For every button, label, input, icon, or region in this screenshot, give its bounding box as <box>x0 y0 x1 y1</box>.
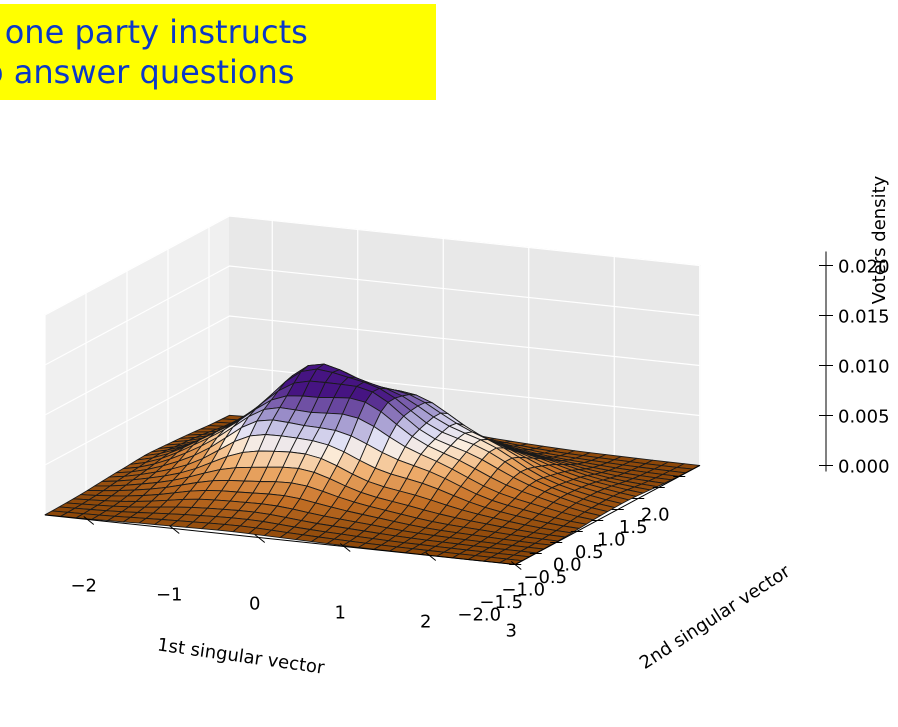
y-tick-label: 1.0 <box>597 530 626 551</box>
caption-banner: t one party instructs o answer questions <box>0 4 436 100</box>
z-tick-label: 0.015 <box>838 307 890 328</box>
x-tick-label: 3 <box>506 621 517 642</box>
y-tick-label: 0.0 <box>553 555 582 576</box>
density-surface <box>44 363 701 565</box>
pane-gridline <box>44 215 700 316</box>
pane-gridline <box>44 365 700 466</box>
y-axis: −2.0−1.5−1.0−0.50.00.51.01.52.0 <box>457 465 700 626</box>
x-tick <box>510 561 522 570</box>
pane-gridline <box>44 265 700 366</box>
pane-gridline <box>44 315 700 416</box>
z-tick-label: 0.010 <box>838 357 890 378</box>
y-axis-line <box>515 465 700 565</box>
y-axis-label: 2nd singular vector <box>636 561 795 674</box>
z-axis-label: Voters density <box>869 175 890 304</box>
y-tick-label: 1.5 <box>619 517 648 538</box>
banner-line-1: t one party instructs <box>0 13 308 51</box>
x-tick-label: 2 <box>420 612 431 633</box>
x-tick <box>339 543 351 552</box>
x-axis-label: 1st singular vector <box>156 634 326 678</box>
x-tick-label: 0 <box>249 594 260 615</box>
x-tick-label: −2 <box>70 576 97 597</box>
y-tick-label: −2.0 <box>457 605 501 626</box>
z-tick-label: 0.000 <box>838 457 890 478</box>
y-tick-label: −1.5 <box>479 592 523 613</box>
y-tick-label: 2.0 <box>641 505 670 526</box>
x-tick <box>168 525 180 534</box>
z-tick-label: 0.005 <box>838 407 890 428</box>
x-tick <box>254 534 266 543</box>
x-tick <box>425 552 437 561</box>
x-tick <box>83 516 95 525</box>
x-tick-label: 1 <box>335 603 346 624</box>
x-tick-label: −1 <box>156 585 183 606</box>
x-axis-line <box>44 514 516 565</box>
z-tick-label: 0.020 <box>838 257 890 278</box>
y-tick-label: −0.5 <box>523 567 567 588</box>
y-tick-label: 0.5 <box>575 542 604 563</box>
y-tick-label: −1.0 <box>501 580 545 601</box>
z-axis: 0.000 0.005 0.010 0.015 0.020 <box>819 251 890 478</box>
x-axis: −2 −1 0 1 2 3 <box>44 514 522 642</box>
banner-line-2: o answer questions <box>0 53 295 91</box>
